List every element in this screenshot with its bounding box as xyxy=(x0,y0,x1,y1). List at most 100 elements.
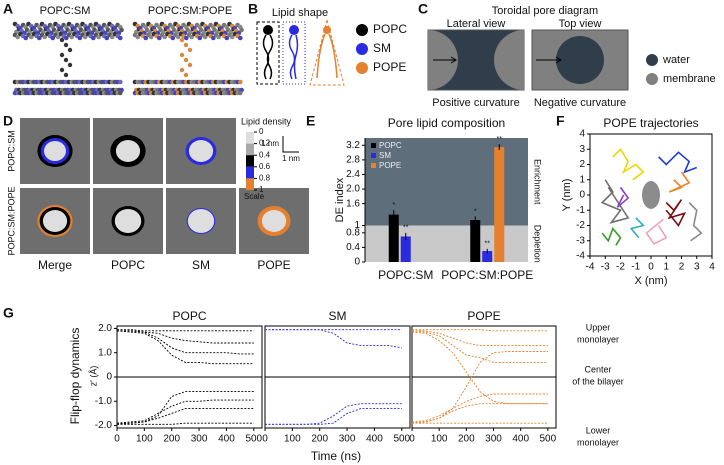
view-label: Lateral view xyxy=(447,18,506,30)
x-tick-label: POPC:SM:POPE xyxy=(441,268,533,282)
colorbar-segment xyxy=(246,143,254,156)
lipid-bead xyxy=(216,34,221,40)
side-label: Upper xyxy=(586,322,611,332)
trajectory xyxy=(658,151,698,174)
x-tick-label: 0 xyxy=(114,434,120,445)
side-label: monolayer xyxy=(577,437,619,447)
chart-title: SM xyxy=(329,309,347,323)
x-tick-label: 500 xyxy=(393,434,410,445)
density-blob xyxy=(188,140,214,162)
side-label: of the bilayer xyxy=(572,376,624,386)
x-tick-label: -2 xyxy=(616,262,625,273)
lipid-bead xyxy=(170,35,176,41)
lipid-bead xyxy=(55,34,61,40)
x-tick-label: 100 xyxy=(431,434,448,445)
y-tick-label: -3 xyxy=(576,235,585,246)
y-axis-label: DE index xyxy=(334,177,346,222)
panel-letter: E xyxy=(306,113,315,129)
row-label: POPC:SM xyxy=(6,130,16,172)
significance: ** xyxy=(485,241,491,248)
pore xyxy=(642,181,660,209)
lipid-bead xyxy=(96,34,101,40)
lipid-bead xyxy=(109,34,115,40)
y-tick-label: 2.4 xyxy=(346,169,360,180)
trajectory xyxy=(612,147,645,181)
chart-title: POPE trajectories xyxy=(603,116,698,130)
chart-title: Pore lipid composition xyxy=(388,116,505,130)
x-tick-label: -1 xyxy=(631,262,640,273)
density-blob xyxy=(42,210,68,232)
lipid-bead xyxy=(42,34,47,40)
x-tick-label: -3 xyxy=(601,262,610,273)
x-tick-label: 400 xyxy=(366,434,383,445)
pore-bead xyxy=(59,67,65,73)
series-line xyxy=(265,403,402,425)
lipid-bead xyxy=(118,79,123,85)
y-tick-label: 0 xyxy=(106,372,112,383)
x-tick-label: 300 xyxy=(339,434,356,445)
legend-swatch xyxy=(356,24,368,36)
y-tick-label: 3 xyxy=(579,144,585,155)
series-line xyxy=(117,422,254,425)
legend-label: POPE xyxy=(379,161,401,170)
density-blob xyxy=(261,210,287,232)
legend-swatch xyxy=(356,43,368,55)
colorbar-segment xyxy=(246,166,254,179)
x-tick-label: 200 xyxy=(163,434,180,445)
pore-bead xyxy=(59,37,65,43)
pore-bead xyxy=(59,52,65,58)
y-tick-label: 2.0 xyxy=(98,323,112,334)
lipid-bead xyxy=(118,35,123,41)
side-label: Center xyxy=(584,364,611,374)
lipid-bead xyxy=(143,35,149,41)
legend-swatch xyxy=(356,62,368,74)
curvature-label: Negative curvature xyxy=(534,97,626,109)
pore-bead xyxy=(187,62,193,68)
panel-letter: C xyxy=(418,1,428,17)
x-tick-label: 400 xyxy=(218,434,235,445)
x-tick-label: 300 xyxy=(485,434,502,445)
x-tick-label: 1 xyxy=(663,262,669,273)
panel-title: Toroidal pore diagram xyxy=(492,5,598,17)
y-tick-label: 1.0 xyxy=(98,347,112,358)
x-tick-label: 4 xyxy=(709,262,715,273)
pore-bead xyxy=(179,52,185,58)
y-tick-label: 2.0 xyxy=(346,184,360,195)
legend-swatch xyxy=(371,163,376,168)
lipid-bead xyxy=(224,35,230,41)
panel-title: Lipid shape xyxy=(272,7,328,19)
pore-bead xyxy=(67,47,73,53)
lipid-bead xyxy=(104,35,110,41)
y-tick-label: 1 xyxy=(354,220,360,231)
column-label: POPE xyxy=(257,258,290,272)
trajectory xyxy=(601,226,622,246)
x-tick-label: 300 xyxy=(191,434,208,445)
y-tick-label: 0 xyxy=(354,257,360,268)
panel-letter: F xyxy=(556,113,565,129)
y-axis-label: Y (nm) xyxy=(561,179,573,212)
x-axis-label: X (nm) xyxy=(635,275,668,287)
y-tick-label: 0 xyxy=(579,190,585,201)
legend-label: POPC xyxy=(379,141,402,150)
series-line xyxy=(116,330,254,365)
tail xyxy=(288,34,299,80)
x-tick-label: 200 xyxy=(458,434,475,445)
y-tick-label: 3.2 xyxy=(346,140,360,151)
column-label: Merge xyxy=(38,258,72,272)
colorbar-tick-label: 0 xyxy=(259,127,264,136)
lipid-bead xyxy=(119,27,124,33)
lipid-bead xyxy=(77,35,83,41)
tail xyxy=(262,34,274,80)
x-tick-label: 0 xyxy=(648,262,654,273)
chart-title: POPE xyxy=(467,309,500,323)
legend-swatch xyxy=(371,143,376,148)
lipid-bead xyxy=(229,34,235,40)
density-blob xyxy=(187,209,215,233)
head xyxy=(263,25,273,35)
x-tick-label: 0 xyxy=(409,434,415,445)
x-tick-label: 200 xyxy=(311,434,328,445)
bar xyxy=(470,220,481,262)
lipid-bead xyxy=(197,35,203,41)
pore-bead xyxy=(179,37,185,43)
